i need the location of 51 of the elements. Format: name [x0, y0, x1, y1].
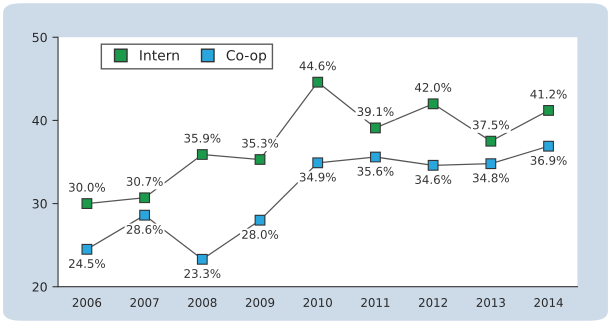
data-label: 37.5% — [472, 120, 509, 130]
x-tick-label: 2012 — [418, 298, 447, 307]
y-tick-label: 30 — [32, 199, 47, 209]
data-label: 41.2% — [530, 90, 567, 99]
legend-label: Intern — [140, 50, 179, 61]
point — [543, 105, 554, 116]
data-label: 44.6% — [300, 61, 336, 70]
point — [428, 160, 439, 171]
point — [196, 254, 208, 265]
point — [312, 76, 324, 88]
x-tick-label: 2007 — [130, 298, 159, 307]
data-label: 28.0% — [242, 230, 278, 239]
x-tick-label: 2008 — [188, 298, 217, 307]
point — [312, 157, 324, 168]
x-tick-label: 2006 — [72, 298, 102, 307]
point — [543, 140, 554, 152]
point — [485, 136, 496, 147]
x-tick-label: 2009 — [246, 298, 274, 307]
data-label: 34.8% — [472, 173, 509, 182]
y-tick-label: 40 — [32, 116, 47, 126]
point — [485, 158, 496, 170]
point — [370, 122, 381, 134]
point — [81, 244, 92, 255]
point — [370, 152, 381, 162]
data-label: 35.6% — [358, 166, 394, 176]
x-tick-label: 2014 — [534, 298, 563, 307]
data-label: 36.9% — [530, 156, 567, 165]
data-label: 35.9% — [184, 134, 220, 143]
point — [196, 149, 208, 160]
data-label: 30.7% — [126, 176, 163, 186]
point — [139, 210, 150, 221]
y-tick-label: 20 — [32, 282, 47, 292]
point — [254, 154, 266, 165]
data-label: 28.6% — [126, 224, 163, 234]
point — [81, 198, 92, 209]
point — [254, 214, 266, 226]
data-label: 30.0% — [69, 182, 105, 192]
point — [139, 192, 150, 204]
data-label: 34.6% — [415, 175, 452, 184]
x-tick-label: 2011 — [361, 298, 390, 307]
x-tick-label: 2010 — [304, 298, 332, 307]
legend-label: Co-op — [226, 50, 266, 64]
data-label: 42.0% — [414, 83, 452, 92]
data-label: 39.1% — [358, 107, 394, 116]
point — [428, 98, 439, 110]
y-tick-label: 50 — [32, 32, 47, 42]
data-label: 23.3% — [184, 269, 220, 278]
data-label: 34.9% — [300, 172, 336, 182]
data-label: 24.5% — [69, 259, 105, 268]
data-label: 35.3% — [242, 138, 278, 148]
x-tick-label: 2013 — [476, 298, 505, 307]
